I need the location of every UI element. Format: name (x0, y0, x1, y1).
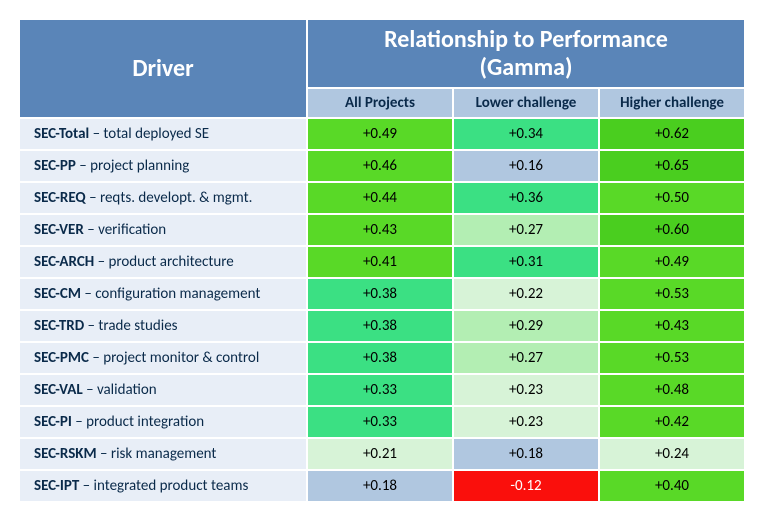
value-cell: +0.33 (307, 374, 453, 406)
table-row: SEC-PP – project planning+0.46+0.16+0.65 (19, 150, 745, 182)
value-cell: +0.38 (307, 342, 453, 374)
driver-cell: SEC-RSKM – risk management (19, 438, 307, 470)
value-cell: +0.22 (453, 278, 599, 310)
subheader-all-projects: All Projects (307, 88, 453, 118)
value-cell: +0.60 (599, 214, 745, 246)
value-cell: +0.34 (453, 118, 599, 150)
table-row: SEC-RSKM – risk management+0.21+0.18+0.2… (19, 438, 745, 470)
driver-cell: SEC-VAL – validation (19, 374, 307, 406)
value-cell: +0.40 (599, 470, 745, 502)
value-cell: +0.27 (453, 342, 599, 374)
value-cell: +0.33 (307, 406, 453, 438)
table-row: SEC-CM – configuration management+0.38+0… (19, 278, 745, 310)
driver-desc: – trade studies (84, 317, 177, 335)
driver-cell: SEC-ARCH – product architecture (19, 246, 307, 278)
driver-desc: – validation (83, 381, 157, 399)
value-cell: +0.24 (599, 438, 745, 470)
value-cell: +0.50 (599, 182, 745, 214)
value-cell: -0.12 (453, 470, 599, 502)
table-row: SEC-VER – verification+0.43+0.27+0.60 (19, 214, 745, 246)
driver-cell: SEC-IPT – integrated product teams (19, 470, 307, 502)
table-row: SEC-PI – product integration+0.33+0.23+0… (19, 406, 745, 438)
driver-code: SEC-VAL (34, 381, 83, 399)
value-cell: +0.36 (453, 182, 599, 214)
driver-cell: SEC-PP – project planning (19, 150, 307, 182)
driver-code: SEC-PMC (34, 349, 89, 367)
value-cell: +0.21 (307, 438, 453, 470)
table-row: SEC-TRD – trade studies+0.38+0.29+0.43 (19, 310, 745, 342)
value-cell: +0.48 (599, 374, 745, 406)
driver-code: SEC-TRD (34, 317, 84, 335)
gamma-table: Driver Relationship to Performance(Gamma… (18, 18, 746, 503)
header-relationship: Relationship to Performance(Gamma) (307, 19, 745, 88)
driver-desc: – integrated product teams (79, 477, 248, 495)
value-cell: +0.44 (307, 182, 453, 214)
driver-code: SEC-Total (34, 125, 89, 143)
driver-cell: SEC-REQ – reqts. developt. & mgmt. (19, 182, 307, 214)
value-cell: +0.53 (599, 342, 745, 374)
value-cell: +0.31 (453, 246, 599, 278)
driver-code: SEC-VER (34, 221, 84, 239)
driver-desc: – total deployed SE (89, 125, 209, 143)
value-cell: +0.29 (453, 310, 599, 342)
driver-desc: – project planning (76, 157, 190, 175)
table-row: SEC-Total – total deployed SE+0.49+0.34+… (19, 118, 745, 150)
table-row: SEC-VAL – validation+0.33+0.23+0.48 (19, 374, 745, 406)
value-cell: +0.27 (453, 214, 599, 246)
driver-cell: SEC-VER – verification (19, 214, 307, 246)
header-driver: Driver (19, 19, 307, 118)
value-cell: +0.49 (599, 246, 745, 278)
driver-cell: SEC-TRD – trade studies (19, 310, 307, 342)
driver-desc: – verification (84, 221, 166, 239)
table-row: SEC-REQ – reqts. developt. & mgmt.+0.44+… (19, 182, 745, 214)
table-row: SEC-PMC – project monitor & control+0.38… (19, 342, 745, 374)
subheader-lower-challenge: Lower challenge (453, 88, 599, 118)
driver-code: SEC-REQ (34, 189, 86, 207)
driver-code: SEC-CM (34, 285, 81, 303)
value-cell: +0.65 (599, 150, 745, 182)
value-cell: +0.62 (599, 118, 745, 150)
value-cell: +0.23 (453, 406, 599, 438)
value-cell: +0.42 (599, 406, 745, 438)
table-row: SEC-IPT – integrated product teams+0.18-… (19, 470, 745, 502)
driver-desc: – product integration (72, 413, 204, 431)
driver-cell: SEC-PI – product integration (19, 406, 307, 438)
driver-cell: SEC-PMC – project monitor & control (19, 342, 307, 374)
value-cell: +0.43 (599, 310, 745, 342)
driver-code: SEC-ARCH (34, 253, 94, 271)
value-cell: +0.46 (307, 150, 453, 182)
driver-desc: – reqts. developt. & mgmt. (86, 189, 253, 207)
driver-code: SEC-IPT (34, 477, 79, 495)
value-cell: +0.23 (453, 374, 599, 406)
driver-desc: – configuration management (81, 285, 260, 303)
driver-desc: – product architecture (94, 253, 233, 271)
value-cell: +0.18 (453, 438, 599, 470)
table-body: SEC-Total – total deployed SE+0.49+0.34+… (19, 118, 745, 502)
value-cell: +0.38 (307, 278, 453, 310)
driver-desc: – project monitor & control (89, 349, 259, 367)
table-row: SEC-ARCH – product architecture+0.41+0.3… (19, 246, 745, 278)
driver-code: SEC-PI (34, 413, 72, 431)
driver-code: SEC-RSKM (34, 445, 97, 463)
value-cell: +0.53 (599, 278, 745, 310)
subheader-higher-challenge: Higher challenge (599, 88, 745, 118)
value-cell: +0.16 (453, 150, 599, 182)
driver-cell: SEC-CM – configuration management (19, 278, 307, 310)
value-cell: +0.43 (307, 214, 453, 246)
value-cell: +0.49 (307, 118, 453, 150)
driver-cell: SEC-Total – total deployed SE (19, 118, 307, 150)
driver-desc: – risk management (97, 445, 217, 463)
driver-code: SEC-PP (34, 157, 76, 175)
value-cell: +0.41 (307, 246, 453, 278)
value-cell: +0.38 (307, 310, 453, 342)
value-cell: +0.18 (307, 470, 453, 502)
